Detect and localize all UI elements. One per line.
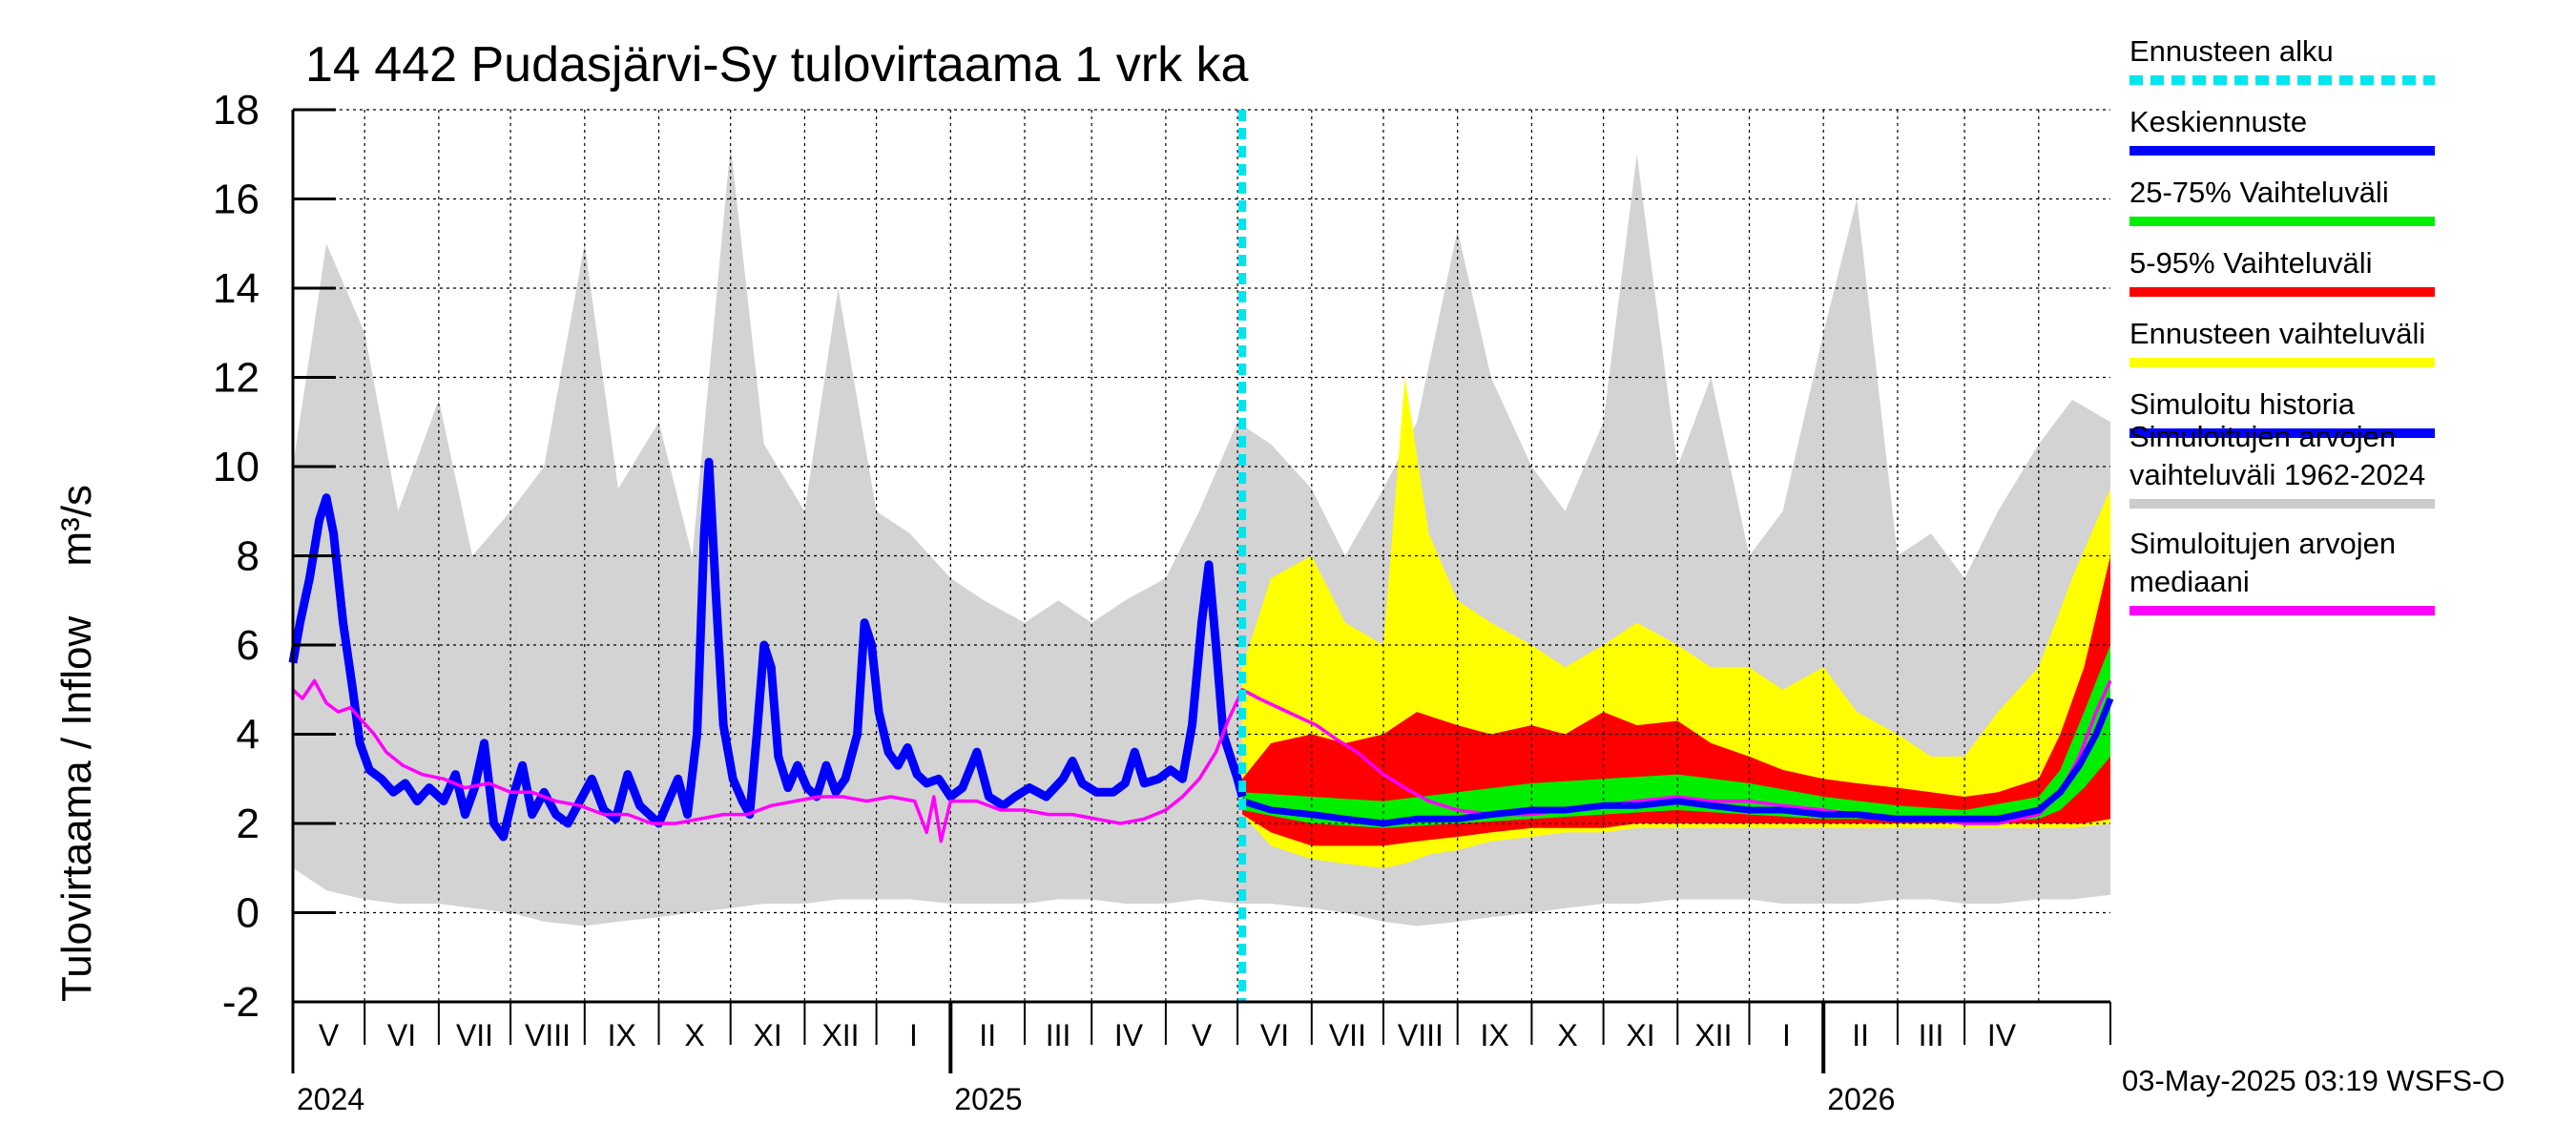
legend-item-0: Ennusteen alku: [2129, 34, 2435, 85]
series-line-2: [1241, 697, 2114, 827]
legend-item-5: Simuloitu historia: [2129, 387, 2435, 438]
y-axis-title: Tulovirtaama / Inflow: [53, 615, 100, 1002]
month-label-12: V: [1192, 1018, 1213, 1052]
month-label-7: XII: [821, 1018, 859, 1052]
legend-item-7: Simuloitujen arvojen mediaani: [2129, 527, 2435, 615]
legend-item-6: Simuloitujen arvojen vaihteluväli 1962-20…: [2129, 420, 2435, 509]
ytick-label-3: 12: [213, 355, 260, 402]
legend-item-1: Keskiennuste: [2129, 105, 2435, 156]
month-label-8: I: [909, 1018, 918, 1052]
month-label-19: XII: [1694, 1018, 1732, 1052]
legend-label-7-1: mediaani: [2129, 565, 2250, 598]
ytick-label-8: 2: [237, 801, 260, 847]
month-label-15: VIII: [1398, 1018, 1444, 1052]
svg-text:Tulovirtaama / Inflow m³: Tulovirtaama / Inflow m³/s: [53, 485, 100, 1002]
ytick-label-5: 8: [237, 533, 260, 580]
chart-title: 14 442 Pudasjärvi-Sy tulovirtaama 1 vrk …: [305, 37, 1249, 93]
month-label-21: II: [1852, 1018, 1869, 1052]
month-label-14: VII: [1329, 1018, 1366, 1052]
month-label-13: VI: [1260, 1018, 1289, 1052]
legend-label-3-0: 5-95% Vaihteluväli: [2129, 246, 2372, 280]
series-layer: [288, 457, 2114, 843]
month-label-3: VIII: [525, 1018, 571, 1052]
bands-layer: [293, 145, 2110, 926]
month-label-20: I: [1782, 1018, 1791, 1052]
month-label-5: X: [684, 1018, 704, 1052]
legend-label-2-0: 25-75% Vaihteluväli: [2129, 176, 2389, 209]
legend-label-6-1: vaihteluväli 1962-2024: [2129, 458, 2425, 491]
band-2: [1242, 555, 2110, 846]
year-label-2: 2026: [1827, 1082, 1895, 1116]
ytick-label-2: 14: [213, 265, 260, 312]
ytick-label-6: 6: [237, 622, 260, 669]
month-label-10: III: [1046, 1018, 1071, 1052]
month-label-4: IX: [608, 1018, 636, 1052]
month-label-17: X: [1557, 1018, 1577, 1052]
month-label-0: V: [319, 1018, 340, 1052]
legend-label-1-0: Keskiennuste: [2129, 105, 2307, 138]
legend-item-4: Ennusteen vaihteluväli: [2129, 317, 2435, 367]
month-label-16: IX: [1480, 1018, 1508, 1052]
month-label-18: XI: [1626, 1018, 1654, 1052]
legend-label-0-0: Ennusteen alku: [2129, 34, 2334, 68]
y-axis-unit: m³/s: [53, 485, 100, 567]
month-label-11: IV: [1114, 1018, 1144, 1052]
legend-item-2: 25-75% Vaihteluväli: [2129, 176, 2435, 226]
series-line-1: [291, 678, 2112, 843]
legend-item-3: 5-95% Vaihteluväli: [2129, 246, 2435, 297]
ytick-label-1: 16: [213, 177, 260, 223]
ytick-label-10: -2: [222, 979, 260, 1026]
ytick-label-4: 10: [213, 444, 260, 490]
footer-timestamp: 03-May-2025 03:19 WSFS-O: [2122, 1064, 2504, 1097]
legend: Ennusteen alku Keskiennuste 25-75% Vaihtel…: [2129, 34, 2435, 615]
ytick-label-9: 0: [237, 890, 260, 937]
month-label-6: XI: [753, 1018, 781, 1052]
month-label-1: VI: [387, 1018, 416, 1052]
legend-label-4-0: Ennusteen vaihteluväli: [2129, 317, 2425, 350]
month-label-2: VII: [456, 1018, 493, 1052]
ytick-label-0: 18: [213, 87, 260, 134]
legend-label-5-0: Simuloitu historia: [2129, 387, 2356, 421]
legend-label-7-0: Simuloitujen arvojen: [2129, 527, 2396, 560]
year-label-0: 2024: [297, 1082, 364, 1116]
band-3: [1242, 645, 2110, 828]
ytick-label-7: 4: [237, 712, 260, 759]
legend-label-6-0: Simuloitujen arvojen: [2129, 420, 2396, 453]
month-label-23: IV: [1987, 1018, 2017, 1052]
month-label-22: III: [1919, 1018, 1944, 1052]
y-axis-label: Tulovirtaama / Inflow m³/s: [53, 485, 100, 1002]
year-label-1: 2025: [954, 1082, 1022, 1116]
month-label-9: II: [979, 1018, 996, 1052]
